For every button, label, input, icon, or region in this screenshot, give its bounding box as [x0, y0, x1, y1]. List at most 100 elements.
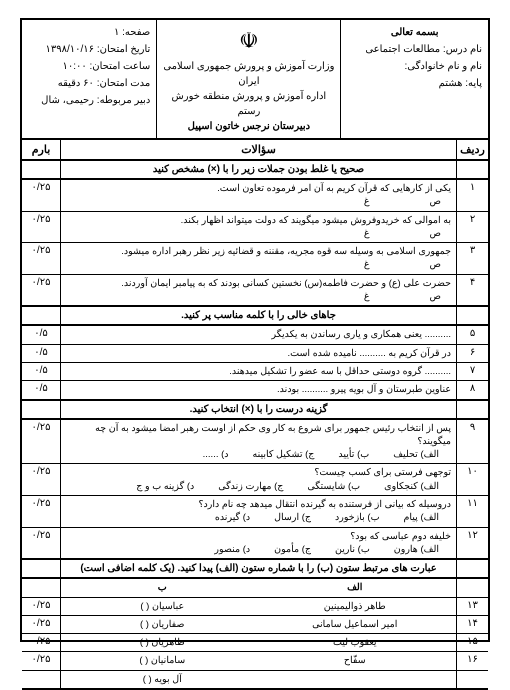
section-title: صحیح یا غلط بودن جملات زیر را با (×) مشخ…: [60, 161, 456, 178]
row-score: ۰/۲۵: [22, 420, 60, 464]
mc-option[interactable]: ج) مهارت زندگی: [218, 480, 283, 493]
date-value: ۱۳۹۸/۱۰/۱۶: [46, 44, 95, 55]
opt-false[interactable]: غ: [364, 227, 370, 240]
mc-option[interactable]: ج) مأمون: [274, 543, 311, 556]
match-columns: الفب: [60, 579, 456, 596]
opt-false[interactable]: غ: [364, 195, 370, 208]
section-radif-blank: [456, 161, 488, 178]
mc-option[interactable]: د) منصور: [214, 543, 250, 556]
bismillah: بسمه تعالی: [347, 24, 482, 41]
match-col-b-head: ب: [66, 581, 259, 594]
row-score: ۰/۵: [22, 363, 60, 380]
subject-label: نام درس:: [443, 44, 482, 55]
row-number: ۱۱: [456, 496, 488, 527]
opt-false[interactable]: غ: [364, 290, 370, 303]
blank: [456, 671, 488, 688]
row-score: ۰/۲۵: [22, 464, 60, 495]
question-row: ۲به اموالی که خریدوفروش میشود میگویند که…: [22, 212, 488, 244]
match-extra-b[interactable]: آل بویه ( ): [66, 673, 259, 686]
mc-options: الف) تحلیف ب) تأیید ج) تشکیل کابینه د) ....…: [66, 448, 451, 461]
opt-true[interactable]: ص: [430, 195, 442, 208]
mc-options: الف) کنجکاوی ب) شایستگی ج) مهارت زندگی د) گ…: [66, 480, 451, 493]
match-alef: امیر اسماعیل سامانی: [259, 618, 452, 631]
question-text: در قرآن کریم به .......... نامیده شده اس…: [60, 345, 456, 362]
mc-option[interactable]: ج) ارسال: [274, 511, 311, 524]
match-b[interactable]: صفاریان ( ): [66, 618, 259, 631]
grade-line: پایه: هشتم: [347, 75, 482, 92]
header-center: ☫ وزارت آموزش و پرورش جمهوری اسلامی ایرا…: [156, 20, 340, 138]
mc-option[interactable]: د) ......: [203, 448, 229, 461]
row-score: ۰/۲۵: [22, 528, 60, 559]
match-row: ۱۴ امیر اسماعیل سامانیصفاریان ( ) ۰/۲۵: [22, 616, 488, 634]
row-number: ۱۴: [456, 616, 488, 633]
row-number: ۵: [456, 326, 488, 343]
tf-options: صغ: [66, 195, 451, 208]
row-score: ۰/۲۵: [22, 180, 60, 211]
time-line: ساعت امتحان: ۱۰:۰۰: [28, 58, 150, 75]
question-row: ۵.......... یعنی همکاری و یاری رساندن به…: [22, 326, 488, 344]
mc-option[interactable]: الف) تحلیف: [393, 448, 439, 461]
match-b[interactable]: سامانیان ( ): [66, 654, 259, 667]
row-score: ۰/۲۵: [22, 275, 60, 306]
opt-true[interactable]: ص: [430, 290, 442, 303]
question-text: .......... گروه دوستی حداقل با سه عضو را…: [60, 363, 456, 380]
section-header: عبارت های مرتبط ستون (ب) را با شماره ستو…: [22, 560, 488, 579]
mc-option[interactable]: ب) نارین: [335, 543, 370, 556]
mc-option[interactable]: ب) بازخورد: [335, 511, 379, 524]
row-score: ۰/۲۵: [22, 243, 60, 274]
duration-label: مدت امتحان:: [97, 78, 151, 89]
question-row: ۱۱دروسیله که بیانی از فرستنده به گیرنده …: [22, 496, 488, 528]
name-label: نام و نام خانوادگی:: [405, 61, 483, 72]
column-headers: ردیف سؤالات بارم: [22, 140, 488, 161]
col-questions: سؤالات: [60, 140, 456, 159]
row-score: ۰/۲۵: [22, 634, 60, 651]
opt-true[interactable]: ص: [430, 258, 442, 271]
question-row: ۴حضرت علی (ع) و حضرت فاطمه(س) نخستین کسا…: [22, 275, 488, 308]
mc-option[interactable]: الف) پیام: [404, 511, 439, 524]
question-row: ۱یکی از کارهایی که قرآن کریم به آن امر ف…: [22, 180, 488, 212]
opt-false[interactable]: غ: [364, 258, 370, 271]
mc-options: الف) پیام ب) بازخورد ج) ارسال د) گیرنده: [66, 511, 451, 524]
section-score-blank: [22, 401, 60, 418]
mc-option[interactable]: ب) شایستگی: [307, 480, 360, 493]
question-text: یکی از کارهایی که قرآن کریم به آن امر فر…: [60, 180, 456, 211]
row-number: ۷: [456, 363, 488, 380]
subject-line: نام درس: مطالعات اجتماعی: [347, 41, 482, 58]
mc-option[interactable]: ب) تأیید: [338, 448, 369, 461]
opt-true[interactable]: ص: [430, 227, 442, 240]
match-alef: سفّاح: [259, 654, 452, 667]
match-b[interactable]: عباسیان ( ): [66, 600, 259, 613]
match-alef: یعقوب لیث: [259, 636, 452, 649]
mc-option[interactable]: الف) هارون: [394, 543, 439, 556]
blank: [456, 579, 488, 596]
district-line: اداره آموزش و پرورش منطقه خورش رستم: [163, 89, 334, 119]
section-score-blank: [22, 161, 60, 178]
row-score: ۰/۲۵: [22, 212, 60, 243]
school-line: دبیرستان نرجس خاتون اسپیل: [163, 119, 334, 134]
match-alef: طاهر ذوالیمینین: [259, 600, 452, 613]
grade-value: هشتم: [439, 78, 463, 89]
question-row: ۶در قرآن کریم به .......... نامیده شده ا…: [22, 345, 488, 363]
row-score: ۰/۲۵: [22, 616, 60, 633]
mc-option[interactable]: د) گیرنده: [215, 511, 250, 524]
mc-options: الف) هارون ب) نارین ج) مأمون د) منصور: [66, 543, 451, 556]
subject-value: مطالعات اجتماعی: [365, 44, 440, 55]
teacher-value: رحیمی، شال: [41, 95, 94, 106]
mc-option[interactable]: الف) کنجکاوی: [384, 480, 439, 493]
mc-option[interactable]: ج) تشکیل کابینه: [253, 448, 315, 461]
match-row: ۱۶سفّاحسامانیان ( )۰/۲۵: [22, 652, 488, 670]
question-text: توجهی فرستی برای کسب چیست؟الف) کنجکاویب)…: [60, 464, 456, 495]
row-number: ۳: [456, 243, 488, 274]
mc-option[interactable]: د) گزینه ب و ج: [136, 480, 194, 493]
question-row: ۷.......... گروه دوستی حداقل با سه عضو ر…: [22, 363, 488, 381]
question-text: به اموالی که خریدوفروش میشود میگویند که …: [60, 212, 456, 243]
match-pair: طاهر ذوالیمینینعباسیان ( ): [60, 598, 456, 615]
teacher-line: دبیر مربوطه: رحیمی، شال: [28, 92, 150, 109]
match-row: ۱۳طاهر ذوالیمینینعباسیان ( )۰/۲۵: [22, 598, 488, 616]
header-right: بسمه تعالی نام درس: مطالعات اجتماعی نام …: [340, 20, 488, 138]
row-score: ۰/۵: [22, 326, 60, 343]
match-b[interactable]: طاهریان ( ): [66, 636, 259, 649]
row-number: ۶: [456, 345, 488, 362]
match-extra-row: آل بویه ( ): [22, 671, 488, 690]
row-score: ۰/۵: [22, 345, 60, 362]
